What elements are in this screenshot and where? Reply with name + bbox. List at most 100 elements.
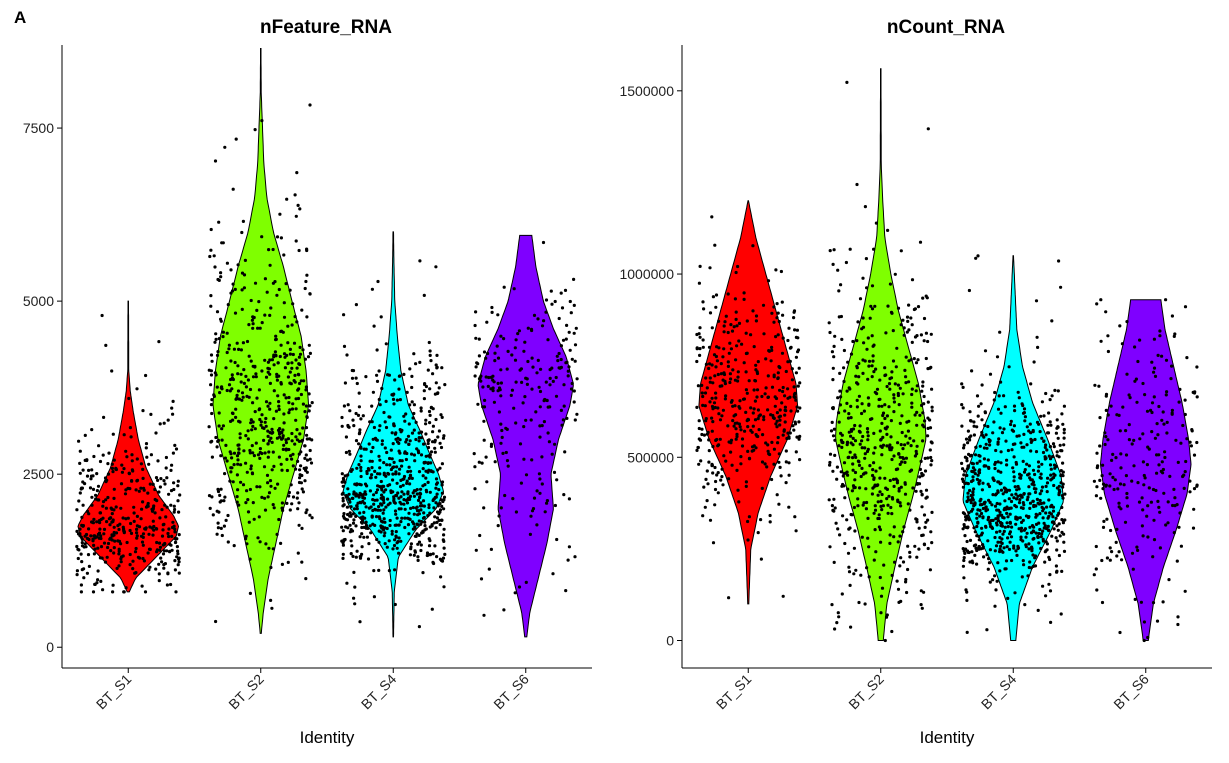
data-point xyxy=(997,437,1001,441)
data-point xyxy=(80,568,84,572)
data-point xyxy=(112,551,116,555)
data-point xyxy=(973,453,978,457)
data-point xyxy=(135,531,139,535)
data-point xyxy=(176,552,180,556)
data-point xyxy=(980,531,984,535)
data-point xyxy=(920,505,924,509)
data-point xyxy=(207,494,212,498)
data-point xyxy=(280,506,284,510)
data-point xyxy=(346,425,350,429)
data-point xyxy=(1054,536,1058,540)
data-point xyxy=(977,538,981,542)
data-point xyxy=(770,311,774,315)
data-point xyxy=(1190,429,1194,433)
data-point xyxy=(880,508,884,512)
data-point xyxy=(219,271,223,275)
data-point xyxy=(564,361,568,365)
data-point xyxy=(395,481,399,485)
data-point xyxy=(714,479,718,484)
data-point xyxy=(277,400,281,404)
data-point xyxy=(1013,591,1017,595)
data-point xyxy=(484,375,488,379)
data-point xyxy=(722,372,727,377)
data-point xyxy=(167,527,171,531)
data-point xyxy=(986,539,990,543)
data-point xyxy=(427,340,431,345)
data-point xyxy=(300,560,304,564)
data-point xyxy=(777,460,781,464)
data-point xyxy=(559,408,564,412)
data-point xyxy=(412,403,416,407)
data-point xyxy=(572,303,576,307)
data-point xyxy=(419,492,423,496)
data-point xyxy=(426,470,430,474)
data-point xyxy=(995,355,1000,359)
data-point xyxy=(158,548,162,552)
data-point xyxy=(433,446,437,450)
data-point xyxy=(442,546,446,550)
data-point xyxy=(560,306,565,310)
data-point xyxy=(405,451,409,456)
data-point xyxy=(375,537,379,542)
data-point xyxy=(854,568,858,572)
data-point xyxy=(304,404,308,408)
data-point xyxy=(385,450,389,455)
data-point xyxy=(978,444,982,448)
data-point xyxy=(733,297,738,301)
data-point xyxy=(412,428,416,432)
data-point xyxy=(910,405,914,409)
data-point xyxy=(173,568,177,572)
data-point xyxy=(233,311,238,315)
data-point xyxy=(878,575,882,580)
data-point xyxy=(270,606,274,610)
data-point xyxy=(893,560,897,564)
data-point xyxy=(890,511,894,516)
data-point xyxy=(351,369,356,373)
data-point xyxy=(868,464,872,468)
data-point xyxy=(1125,320,1129,324)
data-point xyxy=(892,454,896,458)
data-point xyxy=(237,503,241,507)
data-point xyxy=(915,334,919,338)
data-point xyxy=(246,498,250,502)
data-point xyxy=(1057,553,1061,558)
data-point xyxy=(1152,395,1156,399)
data-point xyxy=(736,379,740,383)
data-point xyxy=(1110,458,1114,462)
data-point xyxy=(342,313,346,317)
data-point xyxy=(1037,465,1041,469)
data-point xyxy=(287,490,291,495)
data-point xyxy=(568,348,572,352)
data-point xyxy=(262,465,267,469)
data-point xyxy=(429,461,433,465)
data-point xyxy=(784,460,788,464)
data-point xyxy=(276,361,280,365)
data-point xyxy=(878,378,882,382)
data-point xyxy=(363,482,368,486)
data-point xyxy=(272,506,276,510)
data-point xyxy=(251,451,255,455)
data-point xyxy=(269,565,273,570)
data-point xyxy=(173,507,177,512)
data-point xyxy=(978,459,982,463)
data-point xyxy=(478,533,482,538)
data-point xyxy=(1051,455,1055,459)
data-point xyxy=(892,400,897,404)
data-point xyxy=(965,467,970,471)
data-point xyxy=(1049,467,1053,471)
data-point xyxy=(996,519,1001,523)
data-point xyxy=(930,510,934,514)
data-point xyxy=(963,534,967,538)
data-point xyxy=(414,534,418,539)
data-point xyxy=(434,526,438,530)
data-point xyxy=(1040,400,1044,404)
data-point xyxy=(419,548,423,553)
data-point xyxy=(889,419,894,423)
data-point xyxy=(1165,420,1169,424)
data-point xyxy=(141,543,145,547)
data-point xyxy=(903,460,907,464)
data-point xyxy=(538,491,542,495)
data-point xyxy=(744,480,749,484)
data-point xyxy=(240,398,244,402)
data-point xyxy=(778,423,782,427)
